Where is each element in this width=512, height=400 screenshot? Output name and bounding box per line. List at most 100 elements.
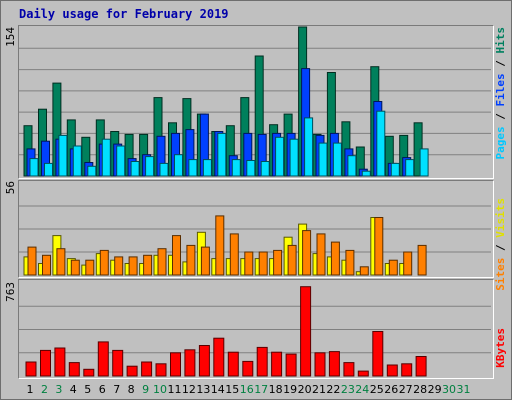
sites-bar (258, 251, 268, 276)
chart-title: Daily usage for February 2019 (19, 7, 229, 21)
pages-bar (419, 148, 429, 177)
pages-bar (174, 154, 183, 177)
sites-bar (200, 246, 210, 276)
kbytes-bar (256, 346, 268, 377)
day-label: 7 (113, 383, 121, 396)
pages-bar (188, 159, 198, 177)
sites-bar (403, 251, 413, 276)
day-label: 26 (384, 383, 399, 396)
sites-bar (143, 254, 153, 276)
kbytes-bar (97, 341, 109, 377)
sites-bar (244, 251, 254, 276)
day-label: 18 (268, 383, 283, 396)
sites-bar (56, 248, 66, 276)
kbytes-bar (112, 349, 124, 377)
kbytes-bar (141, 361, 153, 377)
pages-bar (332, 142, 342, 177)
kbytes-bar (184, 349, 196, 377)
day-label: 6 (98, 383, 106, 396)
kbytes-bar (198, 345, 210, 377)
sites-bar (374, 217, 384, 276)
day-label: 3 (55, 383, 63, 396)
pages-bar (72, 145, 82, 177)
day-label: 14 (210, 383, 225, 396)
day-label: 8 (127, 383, 135, 396)
pages-bar (145, 156, 155, 177)
sites-bar (114, 256, 124, 276)
day-label: 16 (239, 383, 254, 396)
pages-bar (29, 158, 39, 177)
sites-bar (128, 256, 138, 276)
sites-bar (215, 215, 225, 276)
pages-bar (318, 142, 328, 177)
day-label: 11 (167, 383, 182, 396)
sites-bar (302, 230, 312, 276)
pages-bar (87, 165, 97, 177)
pages-bar (202, 159, 212, 177)
kbytes-bar (227, 351, 239, 377)
kbytes-bar (372, 331, 384, 377)
day-label: 23 (340, 383, 355, 396)
kbytes-bar (83, 368, 95, 377)
day-label: 17 (254, 383, 269, 396)
kbytes-bar (126, 365, 138, 377)
day-label: 25 (369, 383, 384, 396)
sites-bar (172, 235, 181, 276)
sites-bar (287, 244, 297, 276)
day-label: 24 (355, 383, 370, 396)
kbytes-bar (328, 351, 340, 377)
day-label: 12 (181, 383, 196, 396)
pages-bar (260, 161, 270, 177)
kbytes-bar (155, 363, 167, 377)
sites-bar (388, 259, 398, 276)
pages-bar (405, 159, 415, 177)
sites-bar (345, 249, 355, 276)
day-label: 10 (153, 383, 167, 396)
kbytes-bar (386, 364, 398, 377)
kbytes-bar (25, 361, 37, 377)
kbytes-bar (68, 362, 80, 377)
day-label: 29 (427, 383, 442, 396)
day-label: 20 (297, 383, 312, 396)
kbytes-bar (170, 352, 181, 377)
kbytes-bar (242, 360, 254, 377)
day-label: 2 (41, 383, 48, 396)
kbytes-bar (343, 362, 355, 377)
sites-bar (186, 244, 196, 276)
kbytes-bar (40, 349, 51, 377)
pages-bar (130, 161, 140, 177)
sites-bar (330, 241, 340, 276)
sites-bar (417, 244, 427, 276)
pages-bar (44, 162, 53, 177)
pages-bar (304, 117, 314, 177)
day-label: 27 (398, 383, 413, 396)
day-label: 15 (225, 383, 240, 396)
pages-bar (101, 138, 111, 177)
pages-bar (58, 134, 68, 177)
pages-bar (390, 162, 400, 177)
sites-bar (27, 246, 37, 276)
kbytes-bar (300, 286, 312, 377)
kbytes-bar (357, 370, 369, 377)
kbytes-bar (213, 337, 225, 377)
day-label: 31 (456, 383, 471, 396)
day-label: 30 (442, 383, 456, 396)
sites-bar (316, 233, 326, 276)
sites-bar (157, 248, 167, 276)
day-label: 19 (283, 383, 298, 396)
sites-bar (85, 259, 95, 276)
sites-bar (99, 249, 109, 276)
sites-bar (273, 249, 283, 276)
day-label: 5 (84, 383, 92, 396)
pages-bar (159, 162, 169, 177)
day-label: 13 (196, 383, 211, 396)
sites-bar (70, 259, 80, 276)
kbytes-bar (54, 347, 66, 377)
day-label: 9 (142, 383, 150, 396)
pages-bar (361, 170, 371, 177)
pages-bar (289, 138, 299, 177)
pages-bar (116, 145, 126, 177)
sites-bar (229, 233, 239, 276)
kbytes-bar (401, 363, 413, 377)
sites-bar (359, 266, 369, 276)
